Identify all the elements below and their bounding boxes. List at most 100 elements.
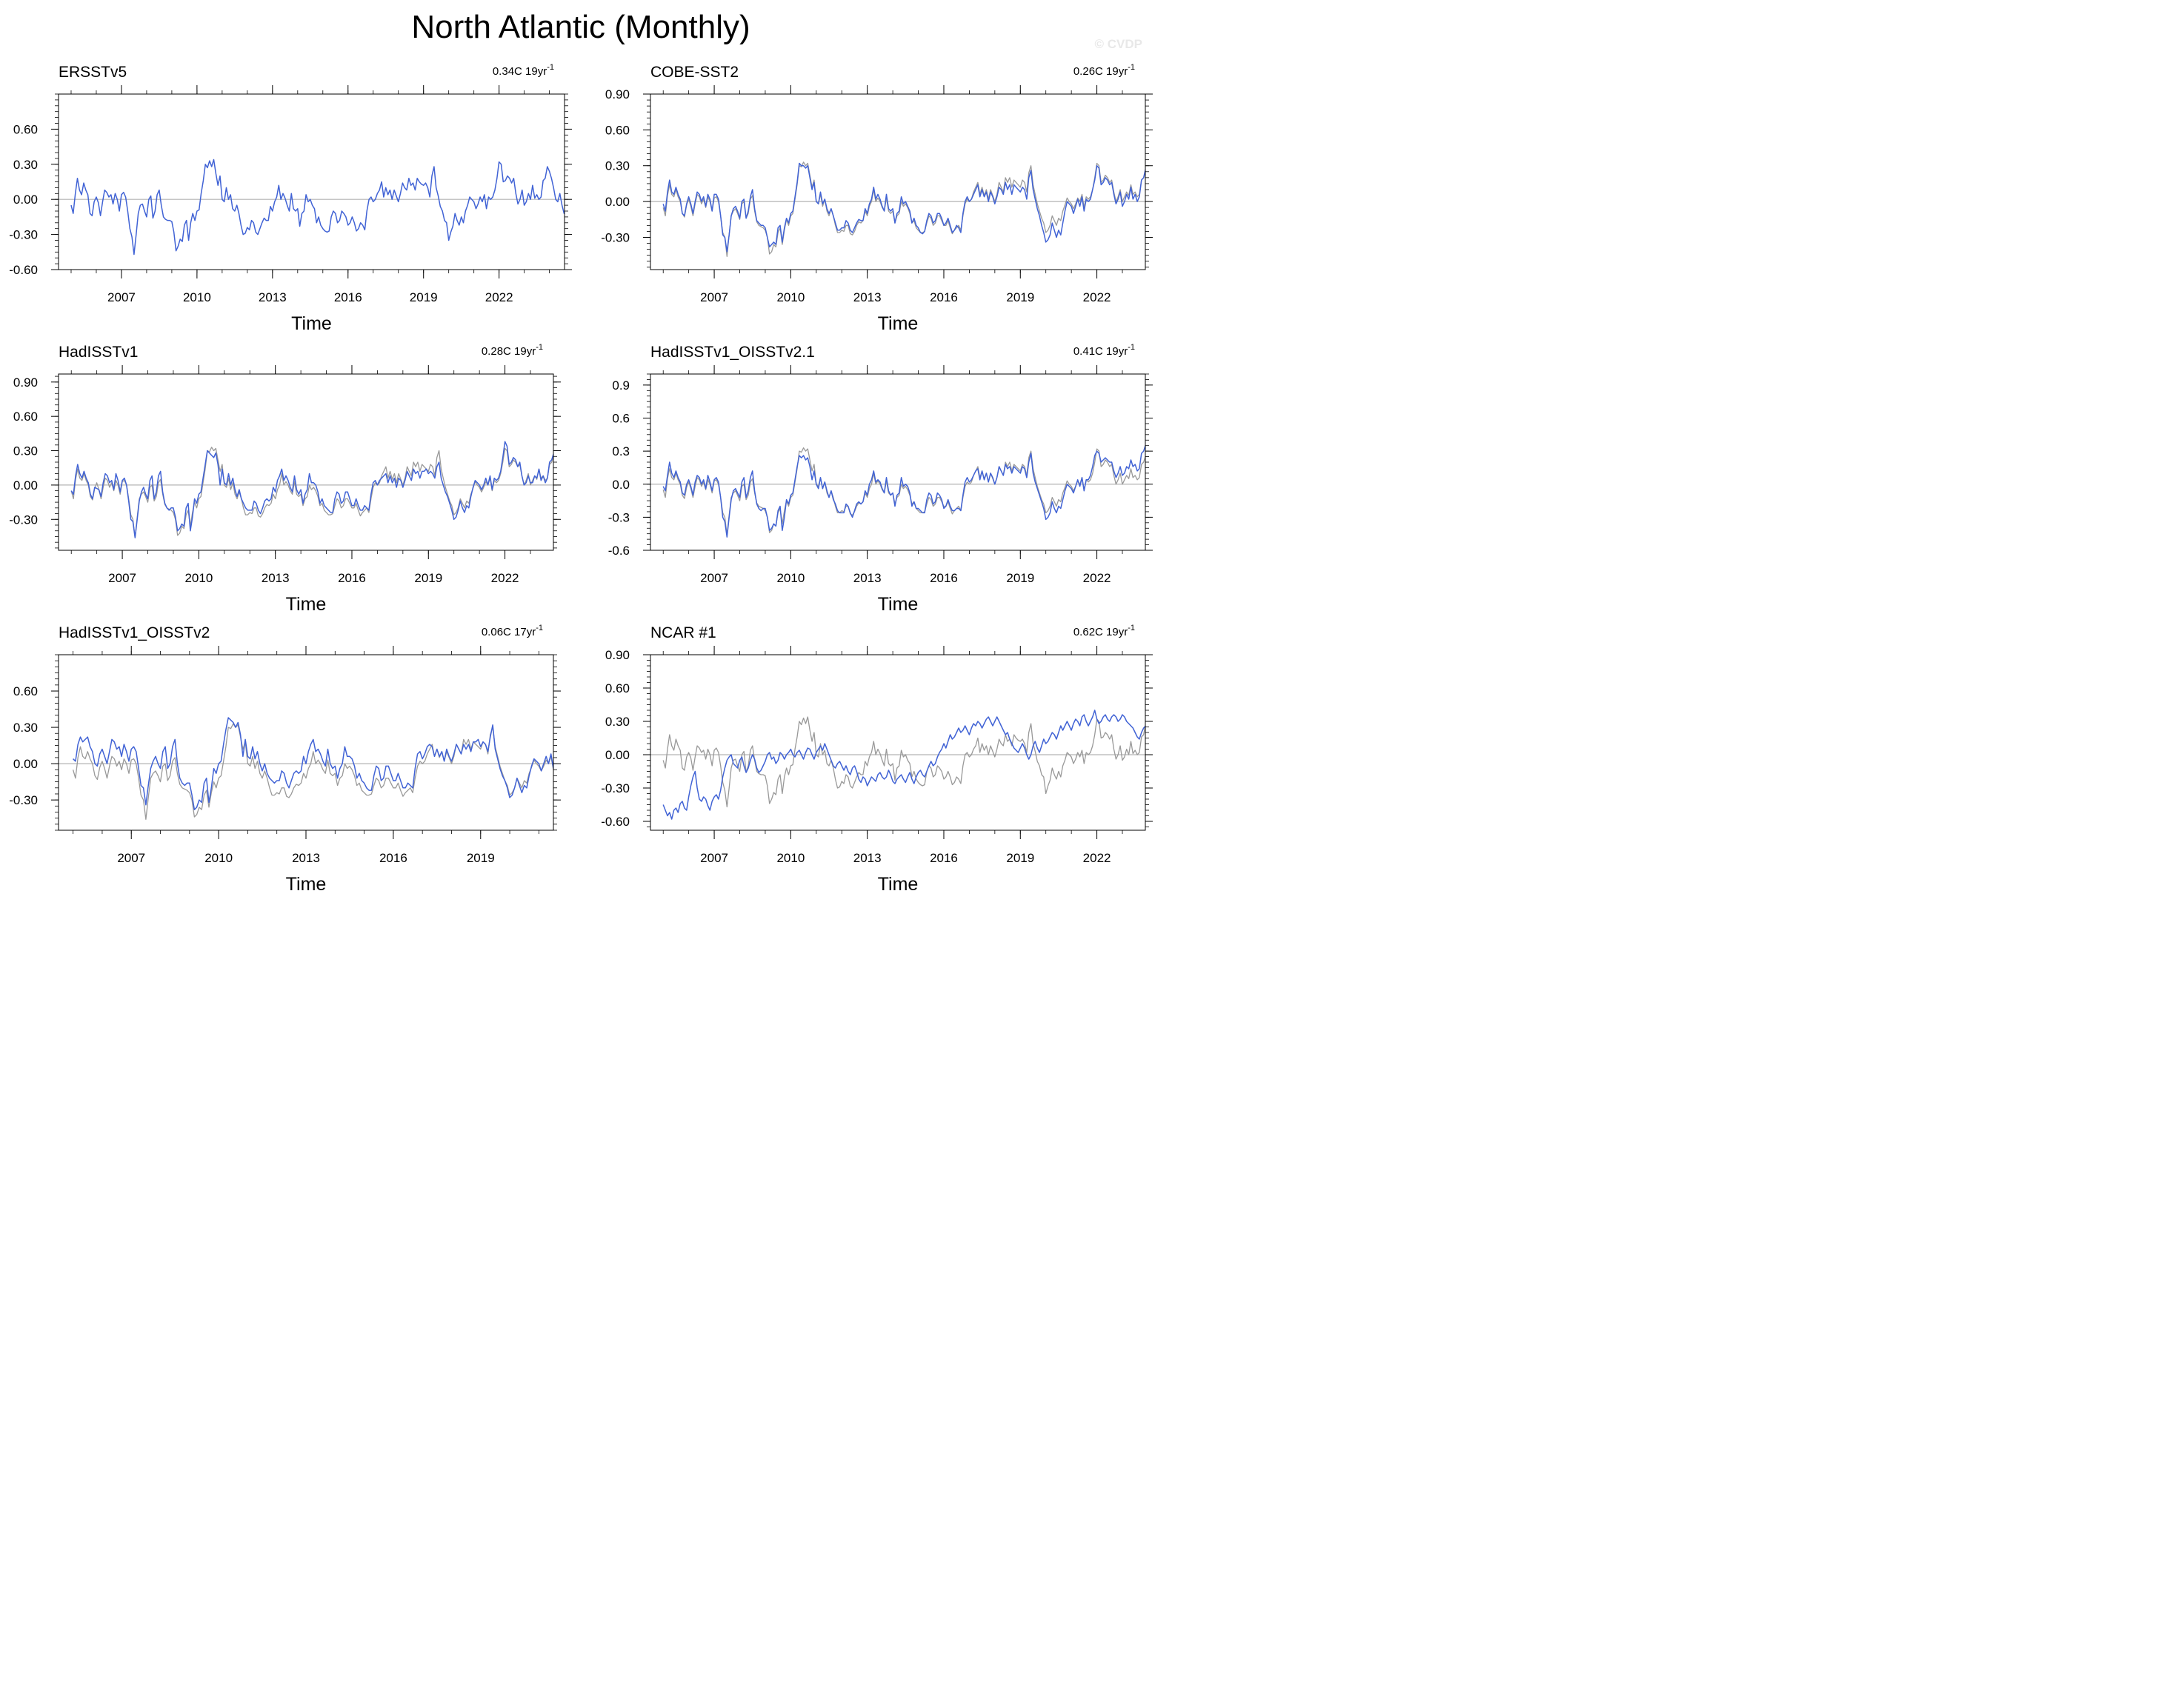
- main-series-line: [662, 162, 1145, 253]
- x-axis-title: Time: [286, 874, 327, 895]
- trend-label: 0.62C 19yr-1: [1073, 624, 1135, 638]
- trend-exponent: -1: [1128, 624, 1135, 632]
- x-tick-label: 2019: [414, 571, 442, 585]
- main-series-line: [70, 441, 553, 538]
- trend-value: 0.26C 19yr: [1073, 65, 1128, 78]
- reference-series-line: [662, 447, 1145, 535]
- chart-panel: HadISSTv1_OISSTv2.1 0.41C 19yr-1 -0.6 -0.3 0…: [608, 343, 1153, 615]
- chart-panel: HadISSTv1 0.28C 19yr-1 -0.30 0.00 0.30 0.60 0.…: [9, 343, 561, 615]
- y-tick-label: 0.60: [13, 684, 38, 698]
- main-series-line: [70, 158, 565, 256]
- main-series-line: [73, 717, 553, 810]
- y-tick-label: 0.00: [605, 195, 630, 209]
- y-tick-label: 0.90: [13, 375, 38, 390]
- x-tick-label: 2016: [930, 571, 958, 585]
- plot-frame: [58, 93, 565, 270]
- x-tick-label: 2007: [700, 851, 728, 865]
- trend-exponent: -1: [1128, 63, 1135, 72]
- x-tick-label: 2022: [1083, 290, 1111, 304]
- trend-value: 0.41C 19yr: [1073, 345, 1128, 358]
- x-tick-label: 2007: [117, 851, 145, 865]
- trend-exponent: -1: [536, 624, 543, 632]
- x-tick-label: 2013: [292, 851, 320, 865]
- x-tick-label: 2022: [491, 571, 519, 585]
- x-tick-label: 2010: [776, 851, 805, 865]
- x-tick-label: 2022: [485, 290, 513, 304]
- trend-label: 0.26C 19yr-1: [1073, 63, 1135, 78]
- x-tick-label: 2013: [853, 290, 882, 304]
- y-tick-label: 0.90: [605, 87, 630, 101]
- panel-title: HadISSTv1_OISSTv2: [59, 624, 210, 641]
- x-tick-label: 2013: [259, 290, 287, 304]
- chart-panel: HadISSTv1_OISSTv2 0.06C 17yr-1 -0.30 0.00 0.…: [9, 624, 561, 895]
- trend-value: 0.34C 19yr: [493, 65, 547, 78]
- panel-title: ERSSTv5: [59, 64, 127, 81]
- y-tick-label: 0.0: [612, 478, 630, 492]
- y-tick-label: 0.30: [605, 159, 630, 173]
- y-tick-label: 0.00: [13, 757, 38, 771]
- x-tick-label: 2007: [700, 571, 728, 585]
- y-tick-label: 0.60: [605, 123, 630, 137]
- y-tick-label: 0.00: [605, 748, 630, 762]
- x-tick-label: 2016: [334, 290, 362, 304]
- x-tick-label: 2010: [776, 571, 805, 585]
- reference-series-line: [662, 716, 1145, 808]
- panel-title: COBE-SST2: [650, 64, 739, 81]
- y-tick-label: 0.3: [612, 444, 630, 458]
- y-tick-label: 0.30: [13, 721, 38, 735]
- main-series-line: [662, 444, 1145, 538]
- x-axis-title: Time: [878, 313, 919, 334]
- plot-frame: [650, 93, 1146, 270]
- y-tick-label: -0.30: [9, 793, 38, 807]
- y-tick-label: -0.6: [608, 544, 630, 558]
- trend-exponent: -1: [1128, 343, 1135, 352]
- x-tick-label: 2016: [379, 851, 407, 865]
- x-tick-label: 2016: [930, 851, 958, 865]
- y-tick-label: 0.60: [13, 122, 38, 136]
- y-tick-label: -0.30: [9, 513, 38, 527]
- x-tick-label: 2019: [467, 851, 495, 865]
- x-axis-title: Time: [286, 594, 327, 615]
- x-tick-label: 2019: [1006, 571, 1034, 585]
- x-tick-label: 2007: [700, 290, 728, 304]
- y-tick-label: -0.30: [9, 228, 38, 242]
- reference-series-line: [70, 447, 553, 538]
- y-tick-label: -0.30: [601, 781, 630, 795]
- x-tick-label: 2022: [1083, 851, 1111, 865]
- x-tick-label: 2013: [853, 571, 882, 585]
- y-tick-label: 0.30: [605, 715, 630, 729]
- chart-panel: NCAR #1 0.62C 19yr-1 -0.60 -0.30 0.00 0.30 0.6…: [601, 624, 1153, 895]
- panel-title: HadISSTv1_OISSTv2.1: [650, 344, 815, 361]
- plot-frame: [650, 654, 1146, 831]
- y-tick-label: -0.60: [9, 263, 38, 277]
- trend-label: 0.06C 17yr-1: [482, 624, 543, 638]
- x-tick-label: 2013: [853, 851, 882, 865]
- trend-value: 0.28C 19yr: [482, 345, 536, 358]
- x-tick-label: 2010: [204, 851, 233, 865]
- reference-series-line: [662, 161, 1145, 257]
- x-tick-label: 2016: [930, 290, 958, 304]
- x-tick-label: 2010: [776, 290, 805, 304]
- trend-label: 0.28C 19yr-1: [482, 343, 543, 358]
- x-tick-label: 2010: [184, 571, 213, 585]
- x-tick-label: 2022: [1083, 571, 1111, 585]
- x-tick-label: 2019: [1006, 851, 1034, 865]
- y-tick-label: 0.60: [605, 681, 630, 695]
- reference-series-line: [72, 723, 553, 820]
- credit-watermark: © CVDP: [1094, 37, 1142, 51]
- y-tick-label: -0.30: [601, 230, 630, 244]
- y-tick-label: 0.00: [13, 478, 38, 493]
- x-axis-title: Time: [878, 594, 919, 615]
- chart-panel: ERSSTv5 0.34C 19yr-1 -0.60 -0.30 0.00 0.30 0.6…: [9, 63, 572, 334]
- x-tick-label: 2019: [410, 290, 438, 304]
- trend-value: 0.06C 17yr: [482, 626, 536, 638]
- charts-canvas: ERSSTv5 0.34C 19yr -1 -0.60 -0.30 0.00 0.30 0.6…: [9, 63, 1153, 895]
- x-tick-label: 2007: [107, 290, 136, 304]
- y-tick-label: 0.6: [612, 412, 630, 426]
- panel-title: NCAR #1: [650, 624, 716, 641]
- x-tick-label: 2010: [183, 290, 211, 304]
- figure-page: North Atlantic (Monthly) © CVDP ERSSTv5 0…: [0, 0, 1162, 904]
- x-tick-label: 2016: [338, 571, 366, 585]
- y-tick-label: 0.9: [612, 378, 630, 393]
- y-tick-label: 0.30: [13, 444, 38, 458]
